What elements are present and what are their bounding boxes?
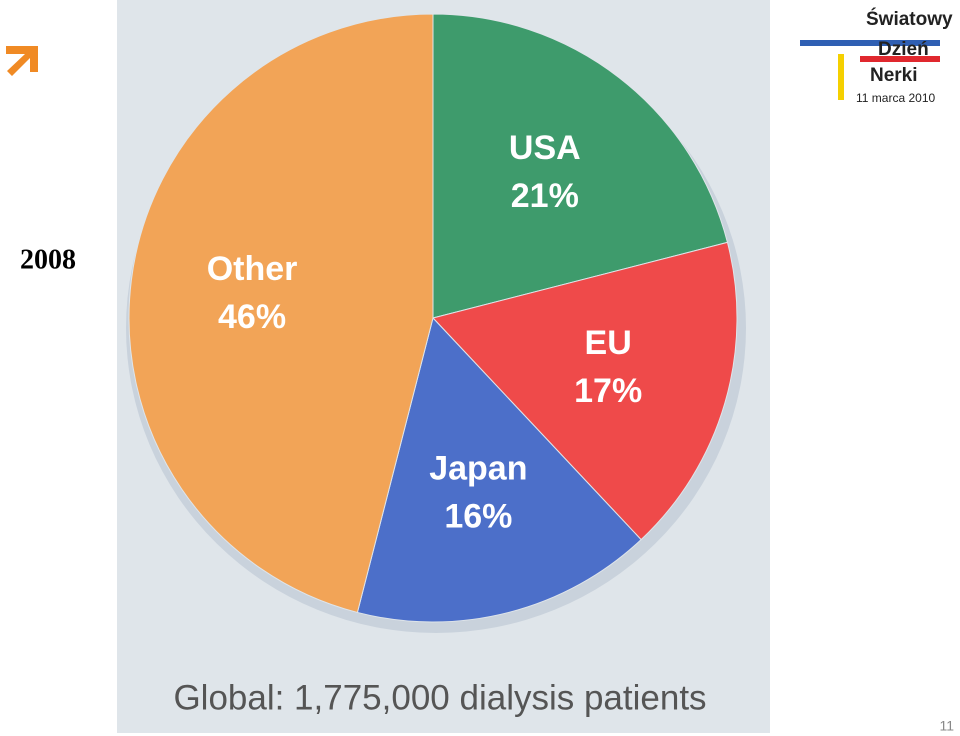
arrow-icon: [6, 46, 38, 76]
caption: Global: 1,775,000 dialysis patients: [173, 678, 706, 717]
logo-date: 11 marca 2010: [856, 91, 935, 105]
year-label: 2008: [20, 244, 76, 275]
slice-value: 16%: [444, 498, 512, 536]
slice-label: USA: [509, 129, 581, 167]
logo-text: Dzień: [878, 39, 929, 60]
slice-value: 46%: [218, 298, 286, 336]
logo: Światowy Dzień Nerki 11 marca 2010: [800, 8, 953, 105]
slice-value: 21%: [511, 177, 579, 215]
page-number: 11: [939, 718, 954, 734]
logo-stripe: [800, 40, 940, 46]
logo-text: Nerki: [870, 65, 918, 86]
pie-slice: [432, 13, 729, 319]
logo-text: Światowy: [866, 8, 953, 30]
slice-value: 17%: [574, 372, 642, 410]
slice-label: Japan: [429, 450, 527, 488]
pie-slice: [356, 316, 642, 623]
slice-label: EU: [585, 324, 632, 362]
pie: USA 21% EU 17% Japan 16% Other 46%: [128, 13, 738, 623]
pie-slice: [128, 13, 434, 614]
pie-slice: [432, 241, 738, 541]
slice-label: Other: [207, 250, 298, 288]
logo-stripe: [860, 56, 940, 62]
logo-stripe: [838, 54, 844, 100]
